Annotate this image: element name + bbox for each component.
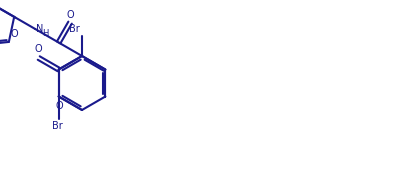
Text: O: O	[66, 10, 74, 20]
Text: O: O	[35, 44, 43, 54]
Text: O: O	[56, 101, 63, 112]
Text: H: H	[42, 30, 49, 38]
Text: Br: Br	[52, 121, 63, 131]
Text: O: O	[11, 29, 19, 39]
Text: Br: Br	[69, 24, 80, 34]
Text: N: N	[36, 24, 44, 34]
